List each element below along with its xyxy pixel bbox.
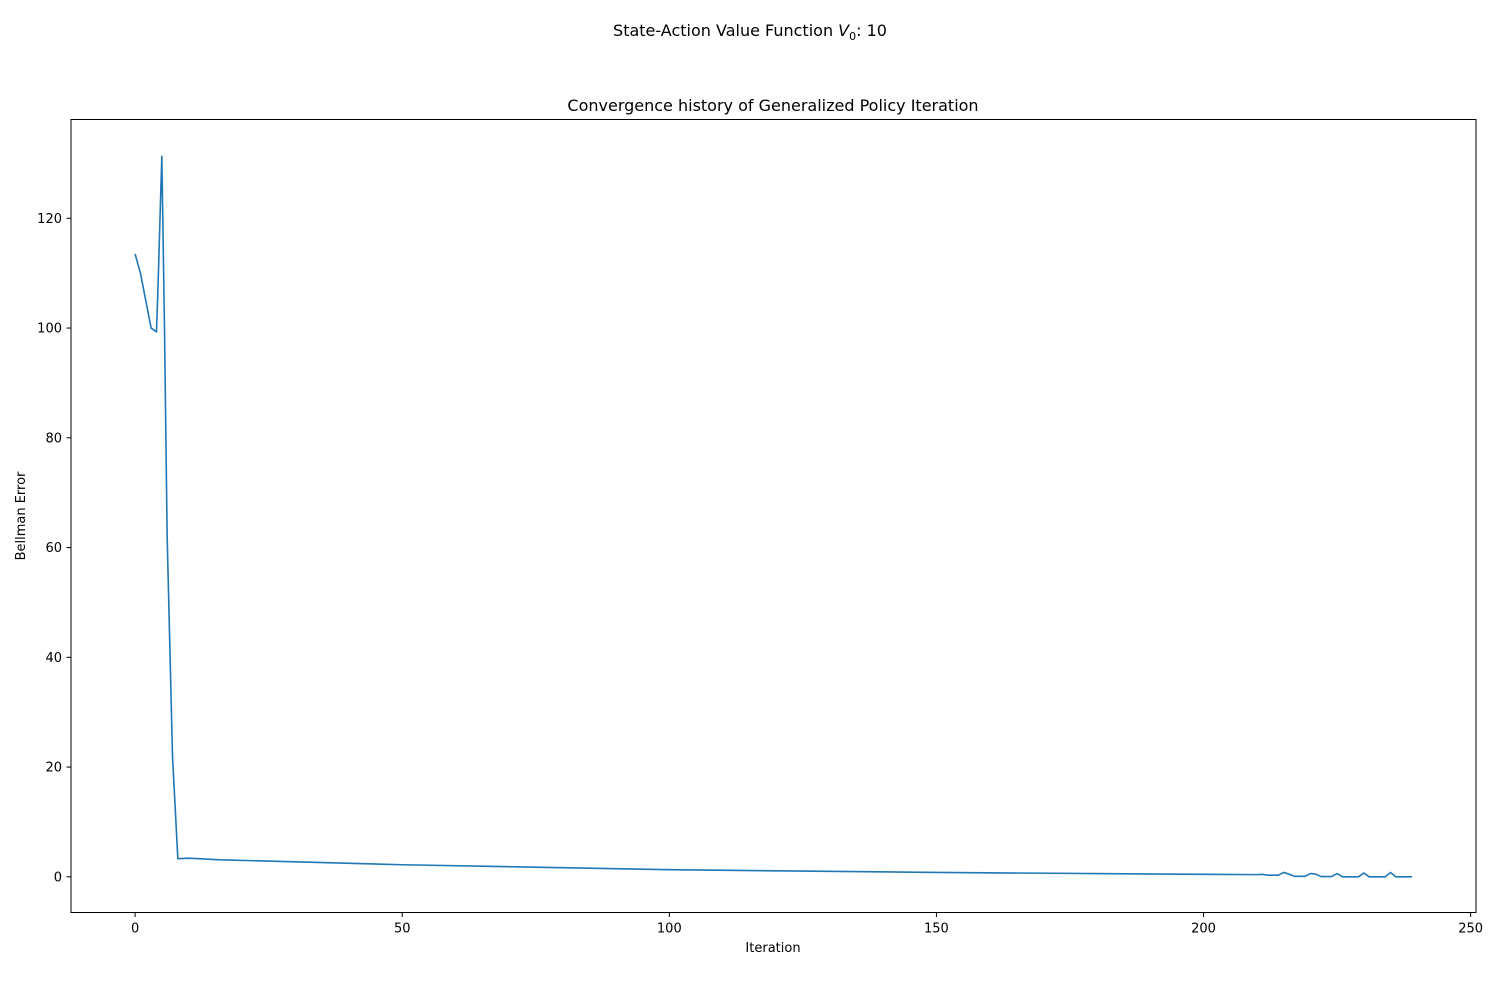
y-tick-label: 100 <box>37 322 62 337</box>
x-tick-label: 200 <box>1191 922 1216 937</box>
y-tick-label: 0 <box>54 870 62 885</box>
y-tick-label: 60 <box>45 541 62 556</box>
suptitle-subscript: 0 <box>849 30 856 43</box>
plot-area <box>134 155 1412 878</box>
plot-frame <box>70 119 1477 913</box>
suptitle-suffix: : 10 <box>856 21 887 40</box>
y-tick-label: 80 <box>45 431 62 446</box>
x-axis: 0 50 100 150 200 250 <box>131 912 1483 937</box>
chart-title: Convergence history of Generalized Polic… <box>567 96 978 115</box>
suptitle-symbol: V <box>838 21 850 40</box>
x-tick-label: 100 <box>657 922 682 937</box>
y-axis: 0 20 40 60 80 100 120 <box>37 212 71 885</box>
y-tick-label: 120 <box>37 212 62 227</box>
series-line-0 <box>134 155 1412 878</box>
y-tick-label: 40 <box>45 651 62 666</box>
y-tick-label: 20 <box>45 761 62 776</box>
x-axis-label: Iteration <box>745 941 800 956</box>
x-tick-label: 50 <box>394 922 411 937</box>
suptitle-prefix: State-Action Value Function <box>613 21 838 40</box>
x-tick-label: 250 <box>1458 922 1483 937</box>
figure-suptitle: State-Action Value Function V0: 10 <box>613 21 887 43</box>
x-tick-label: 150 <box>924 922 949 937</box>
y-axis-label: Bellman Error <box>14 471 29 560</box>
x-tick-label: 0 <box>131 922 139 937</box>
